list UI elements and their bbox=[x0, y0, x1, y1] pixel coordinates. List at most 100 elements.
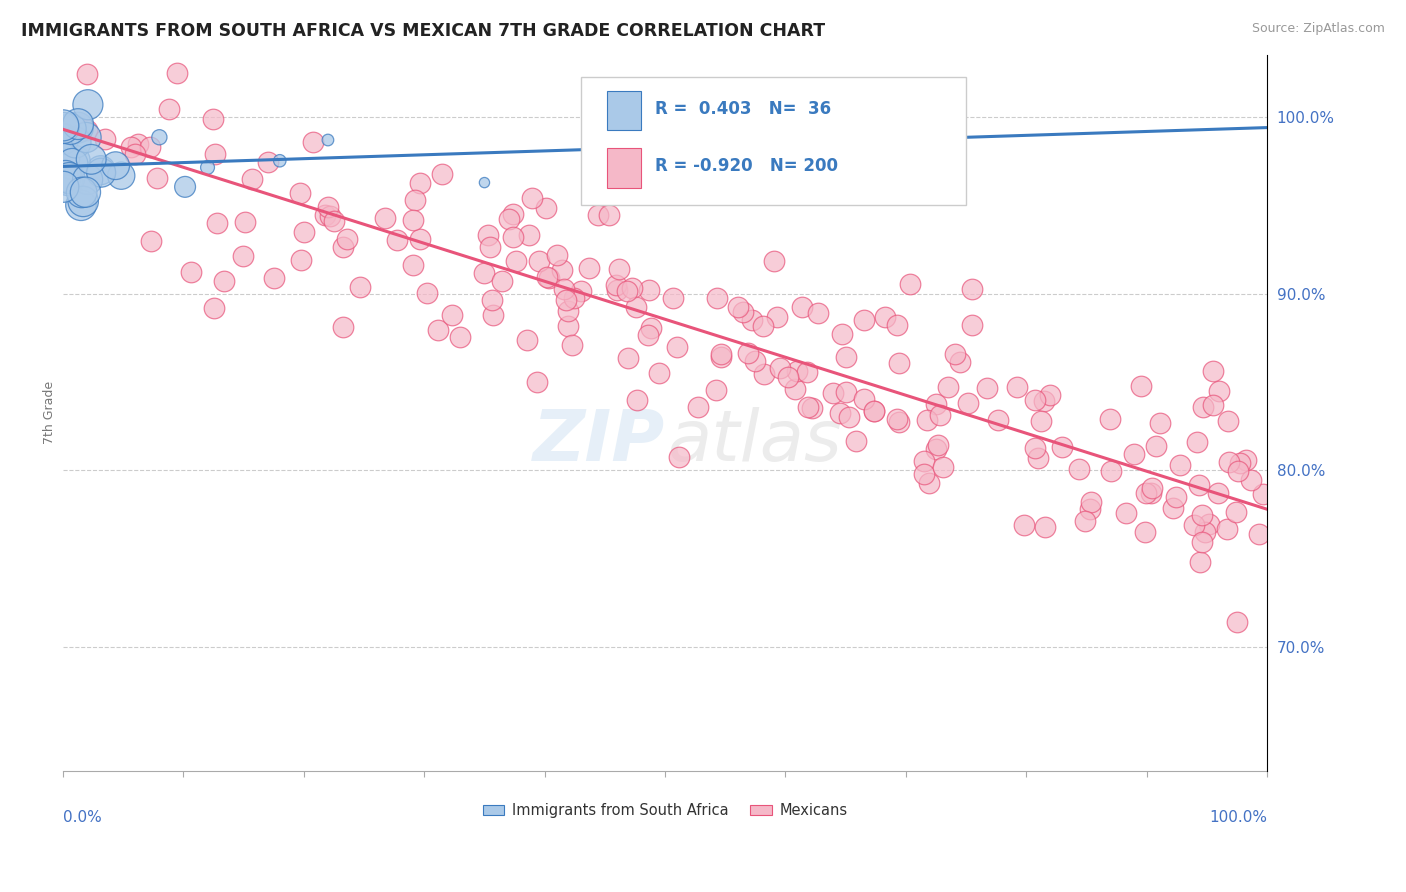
Point bbox=[640, 321, 662, 335]
Point bbox=[1005, 380, 1028, 394]
Point bbox=[505, 253, 527, 268]
Point bbox=[52, 171, 75, 186]
Point bbox=[174, 179, 197, 194]
Point bbox=[1194, 525, 1216, 540]
Point bbox=[401, 213, 423, 227]
Point bbox=[887, 356, 910, 370]
Point bbox=[256, 155, 278, 169]
Point bbox=[1135, 486, 1157, 500]
Point bbox=[936, 379, 959, 393]
Point bbox=[606, 283, 628, 297]
Point bbox=[835, 385, 858, 400]
Point bbox=[830, 406, 852, 420]
Point bbox=[912, 467, 935, 482]
Point bbox=[886, 318, 908, 333]
Point bbox=[931, 460, 953, 475]
Point bbox=[1024, 393, 1046, 408]
Point bbox=[662, 291, 685, 305]
Point bbox=[785, 382, 807, 396]
Point bbox=[553, 282, 575, 296]
FancyBboxPatch shape bbox=[581, 77, 966, 205]
Point bbox=[319, 210, 342, 224]
Point bbox=[292, 226, 315, 240]
Point bbox=[1122, 447, 1144, 461]
Point bbox=[440, 309, 463, 323]
Point bbox=[56, 173, 79, 187]
Point bbox=[1099, 411, 1122, 425]
Point bbox=[409, 176, 432, 190]
Point bbox=[1149, 417, 1171, 431]
Point bbox=[75, 185, 97, 199]
Point bbox=[710, 347, 733, 361]
Point bbox=[1012, 518, 1035, 533]
Point bbox=[404, 193, 426, 207]
Text: Source: ZipAtlas.com: Source: ZipAtlas.com bbox=[1251, 22, 1385, 36]
Point bbox=[889, 415, 911, 429]
Point bbox=[204, 147, 226, 161]
Point bbox=[141, 234, 163, 248]
Point bbox=[863, 404, 886, 418]
Point bbox=[870, 128, 893, 143]
Point bbox=[706, 383, 728, 397]
Point bbox=[796, 365, 818, 379]
Point bbox=[546, 248, 568, 262]
Point bbox=[1140, 485, 1163, 500]
Point bbox=[77, 97, 100, 112]
Point bbox=[477, 228, 499, 243]
Bar bbox=[607, 91, 641, 130]
Point bbox=[52, 119, 75, 133]
Bar bbox=[607, 148, 641, 187]
Point bbox=[686, 400, 709, 414]
Point bbox=[1187, 434, 1209, 449]
Point bbox=[763, 253, 786, 268]
Point bbox=[571, 284, 593, 298]
Point bbox=[1133, 525, 1156, 540]
Point bbox=[482, 308, 505, 322]
Point bbox=[66, 117, 89, 131]
Point bbox=[416, 286, 439, 301]
Point bbox=[1225, 505, 1247, 519]
Point bbox=[1202, 364, 1225, 378]
Point bbox=[752, 367, 775, 381]
Point bbox=[727, 300, 749, 314]
Point bbox=[120, 140, 142, 154]
Point bbox=[838, 409, 860, 424]
Point bbox=[797, 400, 820, 414]
Point bbox=[1191, 508, 1213, 522]
Point bbox=[873, 310, 896, 325]
Point bbox=[554, 293, 576, 307]
Point bbox=[648, 366, 671, 380]
Point bbox=[322, 214, 344, 228]
Point bbox=[205, 217, 228, 231]
Point bbox=[52, 179, 75, 194]
Point bbox=[72, 194, 94, 209]
Point bbox=[526, 375, 548, 389]
Point bbox=[710, 351, 733, 365]
Point bbox=[987, 413, 1010, 427]
Point bbox=[70, 186, 93, 200]
Point bbox=[1182, 517, 1205, 532]
Point bbox=[516, 333, 538, 347]
Point bbox=[1130, 378, 1153, 392]
Text: R = -0.920   N= 200: R = -0.920 N= 200 bbox=[655, 157, 838, 175]
Point bbox=[202, 112, 225, 127]
Point bbox=[75, 130, 97, 145]
Point bbox=[316, 201, 339, 215]
Point bbox=[605, 278, 627, 293]
Point bbox=[769, 361, 792, 376]
Point bbox=[706, 291, 728, 305]
Point bbox=[536, 201, 558, 215]
Point bbox=[1033, 520, 1056, 534]
Point bbox=[263, 270, 285, 285]
Point bbox=[520, 192, 543, 206]
Point bbox=[1161, 500, 1184, 515]
Point bbox=[124, 146, 146, 161]
Point bbox=[621, 281, 644, 295]
Point bbox=[336, 232, 359, 246]
Point bbox=[402, 258, 425, 272]
Point bbox=[1140, 481, 1163, 495]
Point bbox=[76, 123, 98, 137]
Point bbox=[349, 280, 371, 294]
Point bbox=[52, 120, 75, 135]
Point bbox=[638, 283, 661, 297]
